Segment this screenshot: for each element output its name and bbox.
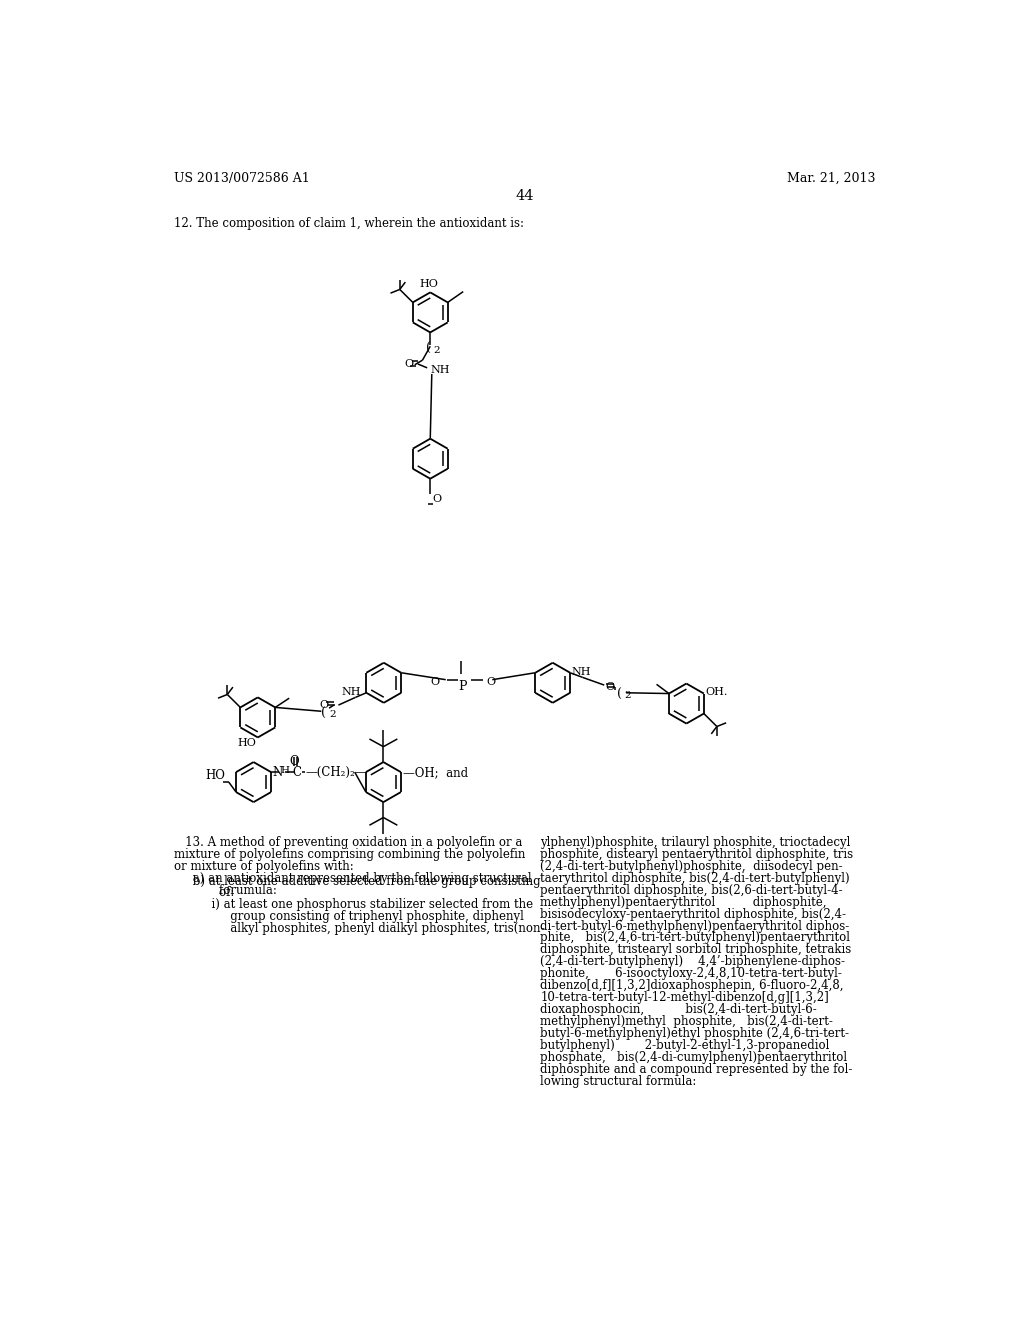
Text: NH: NH bbox=[571, 667, 591, 677]
Text: bisisodecyloxy-pentaerythritol diphosphite, bis(2,4-: bisisodecyloxy-pentaerythritol diphosphi… bbox=[541, 908, 846, 920]
Text: i) at least one phosphorus stabilizer selected from the: i) at least one phosphorus stabilizer se… bbox=[174, 899, 534, 911]
Text: a) an antioxidant represented by the following structural: a) an antioxidant represented by the fol… bbox=[174, 871, 532, 884]
Text: 2: 2 bbox=[329, 710, 336, 718]
Text: dioxaphosphocin,           bis(2,4-di-tert-butyl-6-: dioxaphosphocin, bis(2,4-di-tert-butyl-6… bbox=[541, 1003, 817, 1016]
Text: 12. The composition of claim 1, wherein the antioxidant is:: 12. The composition of claim 1, wherein … bbox=[174, 216, 524, 230]
Text: phite,   bis(2,4,6-tri-tert-butylphenyl)pentaerythritol: phite, bis(2,4,6-tri-tert-butylphenyl)pe… bbox=[541, 932, 850, 945]
Text: 2: 2 bbox=[625, 692, 631, 700]
Text: 44: 44 bbox=[515, 189, 535, 203]
Text: diphosphite, tristearyl sorbitol triphosphite, tetrakis: diphosphite, tristearyl sorbitol triphos… bbox=[541, 944, 852, 957]
Text: phonite,       6-isooctyloxy-2,4,8,10-tetra-tert-butyl-: phonite, 6-isooctyloxy-2,4,8,10-tetra-te… bbox=[541, 968, 842, 981]
Text: —OH;  and: —OH; and bbox=[403, 766, 468, 779]
Text: P: P bbox=[458, 681, 467, 693]
Text: di-tert-butyl-6-methylphenyl)pentaerythritol diphos-: di-tert-butyl-6-methylphenyl)pentaerythr… bbox=[541, 920, 850, 932]
Text: (2,4-di-tert-butylphenyl)    4,4’-biphenylene-diphos-: (2,4-di-tert-butylphenyl) 4,4’-biphenyle… bbox=[541, 956, 845, 969]
Text: methylphenyl)pentaerythritol          diphosphite,: methylphenyl)pentaerythritol diphosphite… bbox=[541, 896, 826, 908]
Text: —(CH₂)₂—: —(CH₂)₂— bbox=[305, 766, 367, 779]
Text: lowing structural formula:: lowing structural formula: bbox=[541, 1074, 696, 1088]
Text: butylphenyl)        2-butyl-2-ethyl-1,3-propanediol: butylphenyl) 2-butyl-2-ethyl-1,3-propane… bbox=[541, 1039, 829, 1052]
Text: forumula:: forumula: bbox=[174, 884, 278, 896]
Text: US 2013/0072586 A1: US 2013/0072586 A1 bbox=[174, 173, 310, 185]
Text: mixture of polyolefins comprising combining the polyolefin: mixture of polyolefins comprising combin… bbox=[174, 847, 526, 861]
Text: O: O bbox=[486, 677, 496, 688]
Text: b) at least one additive selected from the group consisting: b) at least one additive selected from t… bbox=[174, 875, 541, 887]
Text: butyl-6-methylphenyl)ethyl phosphite (2,4,6-tri-tert-: butyl-6-methylphenyl)ethyl phosphite (2,… bbox=[541, 1027, 849, 1040]
Text: Mar. 21, 2013: Mar. 21, 2013 bbox=[786, 173, 876, 185]
Text: phosphate,   bis(2,4-di-cumylphenyl)pentaerythritol: phosphate, bis(2,4-di-cumylphenyl)pentae… bbox=[541, 1051, 848, 1064]
Text: O: O bbox=[606, 682, 615, 692]
Text: HO: HO bbox=[238, 738, 256, 748]
Text: HO: HO bbox=[419, 280, 438, 289]
Text: phosphite, distearyl pentaerythritol diphosphite, tris: phosphite, distearyl pentaerythritol dip… bbox=[541, 847, 853, 861]
Text: (: ( bbox=[322, 706, 327, 719]
Text: diphosphite and a compound represented by the fol-: diphosphite and a compound represented b… bbox=[541, 1063, 853, 1076]
Text: or mixture of polyolefins with:: or mixture of polyolefins with: bbox=[174, 859, 354, 873]
Text: methylphenyl)methyl  phosphite,   bis(2,4-di-tert-: methylphenyl)methyl phosphite, bis(2,4-d… bbox=[541, 1015, 834, 1028]
Text: ylphenyl)phosphite, trilauryl phosphite, trioctadecyl: ylphenyl)phosphite, trilauryl phosphite,… bbox=[541, 836, 851, 849]
Text: pentaerythritol diphosphite, bis(2,6-di-tert-butyl-4-: pentaerythritol diphosphite, bis(2,6-di-… bbox=[541, 884, 843, 896]
Text: (: ( bbox=[616, 688, 622, 701]
Text: O: O bbox=[319, 701, 329, 710]
Text: (2,4-di-tert-butylphenyl)phosphite,  diisodecyl pen-: (2,4-di-tert-butylphenyl)phosphite, diis… bbox=[541, 859, 843, 873]
Text: OH.: OH. bbox=[706, 688, 728, 697]
Text: C: C bbox=[292, 766, 301, 779]
Text: group consisting of triphenyl phosphite, diphenyl: group consisting of triphenyl phosphite,… bbox=[174, 911, 524, 923]
Text: O: O bbox=[430, 677, 439, 688]
Text: 13. A method of preventing oxidation in a polyolefin or a: 13. A method of preventing oxidation in … bbox=[174, 836, 523, 849]
Text: (: ( bbox=[426, 342, 431, 355]
Text: of:: of: bbox=[174, 887, 234, 899]
Text: NH: NH bbox=[430, 364, 450, 375]
Text: O: O bbox=[290, 755, 299, 768]
Text: H: H bbox=[281, 766, 290, 775]
Text: NH: NH bbox=[341, 686, 361, 697]
Text: 2: 2 bbox=[433, 346, 440, 355]
Text: 10-tetra-tert-butyl-12-methyl-dibenzo[d,g][1,3,2]: 10-tetra-tert-butyl-12-methyl-dibenzo[d,… bbox=[541, 991, 829, 1005]
Text: HO: HO bbox=[206, 770, 225, 783]
Text: dibenzo[d,f][1,3,2]dioxaphosphepin, 6-fluoro-2,4,8,: dibenzo[d,f][1,3,2]dioxaphosphepin, 6-fl… bbox=[541, 979, 844, 993]
Text: taerythritol diphosphite, bis(2,4-di-tert-butylphenyl): taerythritol diphosphite, bis(2,4-di-ter… bbox=[541, 871, 850, 884]
Text: alkyl phosphites, phenyl dialkyl phosphites, tris(non-: alkyl phosphites, phenyl dialkyl phosphi… bbox=[174, 923, 545, 936]
Text: N: N bbox=[272, 766, 283, 779]
Text: O: O bbox=[403, 359, 413, 370]
Text: O: O bbox=[432, 494, 441, 504]
